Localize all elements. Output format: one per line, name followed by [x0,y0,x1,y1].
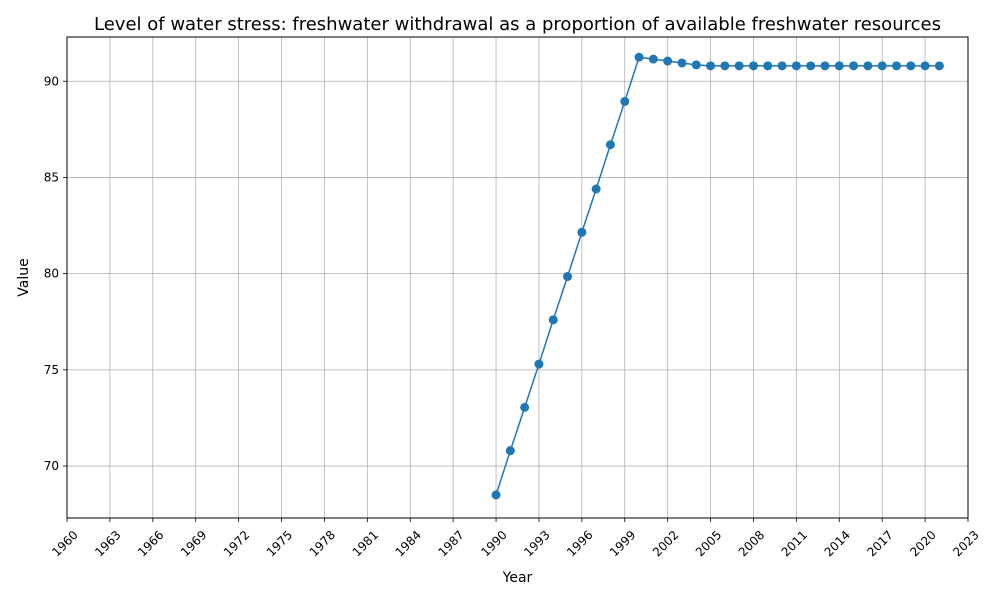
data-point [891,61,901,71]
data-point [748,61,758,71]
chart-title: Level of water stress: freshwater withdr… [94,14,941,35]
data-point [577,227,587,237]
y-tick-label: 75 [44,363,59,377]
data-point [934,61,944,71]
data-point [720,61,730,71]
data-point [791,61,801,71]
data-point [863,61,873,71]
data-point [920,61,930,71]
y-tick-label: 80 [44,267,59,281]
data-point [520,402,530,412]
data-point [777,61,787,71]
data-point [491,490,501,500]
data-point [591,184,601,194]
data-point [663,56,673,66]
data-point [734,61,744,71]
y-tick-label: 85 [44,170,59,184]
data-point [634,52,644,62]
data-point [706,61,716,71]
data-point [534,359,544,369]
data-point [505,446,515,456]
data-point [877,61,887,71]
data-point [806,61,816,71]
data-point [820,61,830,71]
data-point [849,61,859,71]
y-tick-label: 70 [44,459,59,473]
data-series [491,52,944,500]
data-point [548,315,558,325]
grid-lines [66,37,969,518]
data-point [834,61,844,71]
data-point [648,54,658,64]
data-point [763,61,773,71]
data-point [677,58,687,68]
data-point [906,61,916,71]
data-point [605,140,615,150]
y-tick-label: 90 [44,74,59,88]
data-point [563,272,573,282]
data-point [691,60,701,70]
plot-frame [66,36,969,519]
x-axis-title: Year [502,570,533,586]
data-point [620,96,630,106]
y-axis-title: Value [16,258,32,296]
